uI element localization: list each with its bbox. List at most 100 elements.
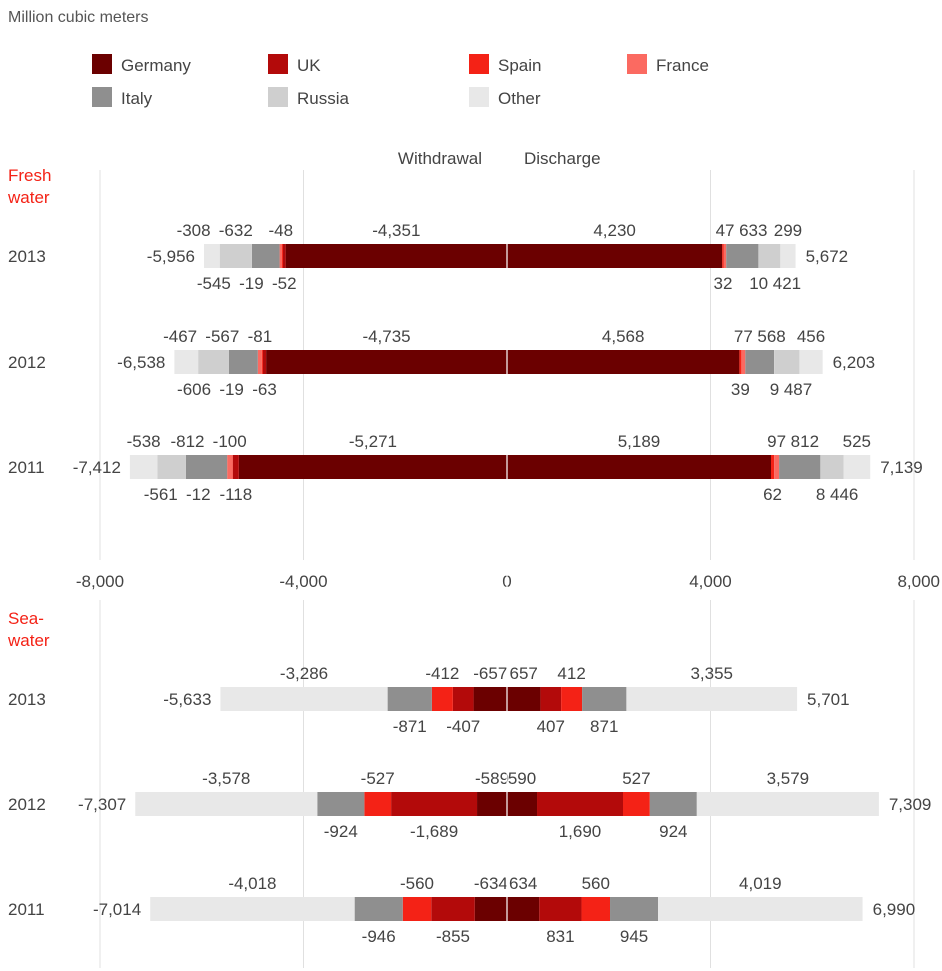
discharge-total-label: 5,701 <box>807 690 850 709</box>
bar-segment-france <box>741 350 746 374</box>
bar-segment-italy <box>726 244 759 268</box>
discharge-header: Discharge <box>524 149 601 168</box>
bar-segment-uk <box>391 792 478 816</box>
bar-segment-france <box>723 244 727 268</box>
x-tick-label-4000: 4,000 <box>689 572 732 591</box>
value-label-spain: -412 <box>425 664 459 683</box>
bar-segment-italy <box>354 897 403 921</box>
value-label-spain: -19 <box>219 380 244 399</box>
bar-segment-italy <box>228 350 258 374</box>
bar-segment-russia <box>774 350 800 374</box>
year-label: 2011 <box>8 458 45 477</box>
legend-label-germany: Germany <box>121 56 191 75</box>
year-label: 2012 <box>8 353 46 372</box>
panel-label-line: water <box>7 631 50 650</box>
value-label-italy: -946 <box>362 927 396 946</box>
year-label: 2011 <box>8 900 45 919</box>
value-label-russia: 9 <box>770 380 779 399</box>
panel-sea-water: Sea-water 2013 -3,286 -412 -657 657 412 3,355 -8… <box>7 609 931 946</box>
legend: Germany UK Spain France Italy Russia Other <box>92 54 709 108</box>
bar-segment-uk <box>232 455 239 479</box>
bar-segment-germany <box>507 792 538 816</box>
value-label-italy: 924 <box>659 822 687 841</box>
bar-segment-italy <box>649 792 697 816</box>
discharge-total-label: 6,990 <box>873 900 916 919</box>
value-label-uk: 1,690 <box>559 822 602 841</box>
value-label-uk: -63 <box>252 380 277 399</box>
value-label-uk: -118 <box>219 485 252 504</box>
value-label-germany: -4,735 <box>362 327 410 346</box>
bar-segment-russia <box>219 244 252 268</box>
bar-segment-other <box>220 687 388 711</box>
value-label-other: 456 <box>797 327 825 346</box>
value-label-spain: -560 <box>400 874 434 893</box>
bar-segment-france <box>279 244 283 268</box>
value-label-spain: 62 <box>763 485 782 504</box>
value-label-uk: -855 <box>436 927 470 946</box>
value-label-germany: -634 <box>474 874 508 893</box>
bar-segment-italy <box>779 455 821 479</box>
value-label-russia: 421 <box>773 274 801 293</box>
discharge-total-label: 5,672 <box>806 247 849 266</box>
withdrawal-total-label: -5,956 <box>147 247 195 266</box>
bar-segment-russia <box>774 350 775 374</box>
value-label-germany: 590 <box>508 769 536 788</box>
bar-segment-other <box>150 897 355 921</box>
bar-segment-uk <box>540 687 562 711</box>
value-label-italy: 945 <box>620 927 648 946</box>
bar-segment-uk <box>262 350 267 374</box>
value-label-other: 3,355 <box>690 664 733 683</box>
bar-segment-spain <box>739 350 742 374</box>
bar-segment-spain <box>364 792 392 816</box>
bar-segment-italy <box>251 244 280 268</box>
withdrawal-total-label: -7,412 <box>73 458 121 477</box>
bar-segment-spain <box>282 244 283 268</box>
bar-segment-italy <box>185 455 228 479</box>
panel-label-line: water <box>7 188 50 207</box>
discharge-total-label: 7,139 <box>880 458 923 477</box>
bar-segment-other <box>780 244 796 268</box>
value-label-italy: 871 <box>590 717 618 736</box>
legend-label-spain: Spain <box>498 56 541 75</box>
value-label-germany: -4,351 <box>372 221 420 240</box>
bar-segment-spain <box>622 792 650 816</box>
legend-swatch-italy <box>92 87 112 107</box>
value-label-france: 77 <box>734 327 753 346</box>
legend-swatch-other <box>469 87 489 107</box>
value-label-other: -4,018 <box>228 874 276 893</box>
bar-segment-spain <box>261 350 263 374</box>
bar-segment-uk <box>282 244 286 268</box>
bar-segment-italy <box>610 897 659 921</box>
bar-segment-other <box>174 350 199 374</box>
bar-segment-france <box>257 350 262 374</box>
value-label-russia: -606 <box>177 380 211 399</box>
withdrawal-total-label: -7,014 <box>93 900 141 919</box>
value-label-other: 4,019 <box>739 874 782 893</box>
value-label-italy: 568 <box>757 327 785 346</box>
panel-label-line: Sea- <box>8 609 44 628</box>
value-label-germany: 4,568 <box>602 327 645 346</box>
legend-label-italy: Italy <box>121 89 153 108</box>
bar-segment-spain <box>561 687 583 711</box>
legend-swatch-germany <box>92 54 112 74</box>
bar-segment-other <box>626 687 798 711</box>
bar-segment-spain <box>770 455 775 479</box>
value-label-spain: -527 <box>361 769 395 788</box>
value-label-spain: -19 <box>239 274 264 293</box>
value-label-spain: 412 <box>557 664 585 683</box>
panel-label-line: Fresh <box>8 166 51 185</box>
value-label-uk: -52 <box>272 274 297 293</box>
bar-segment-spain <box>402 897 432 921</box>
value-label-other: 3,579 <box>767 769 810 788</box>
x-tick-label-8000: -8,000 <box>76 572 124 591</box>
value-label-spain: 527 <box>622 769 650 788</box>
bar-segment-germany <box>507 350 740 374</box>
withdrawal-total-label: -7,307 <box>78 795 126 814</box>
bar-segment-other <box>129 455 158 479</box>
bar-segment-uk <box>452 687 474 711</box>
bar-segment-germany <box>507 244 723 268</box>
legend-label-france: France <box>656 56 709 75</box>
bar-segment-italy <box>387 687 432 711</box>
value-label-germany: -5,271 <box>349 432 397 451</box>
